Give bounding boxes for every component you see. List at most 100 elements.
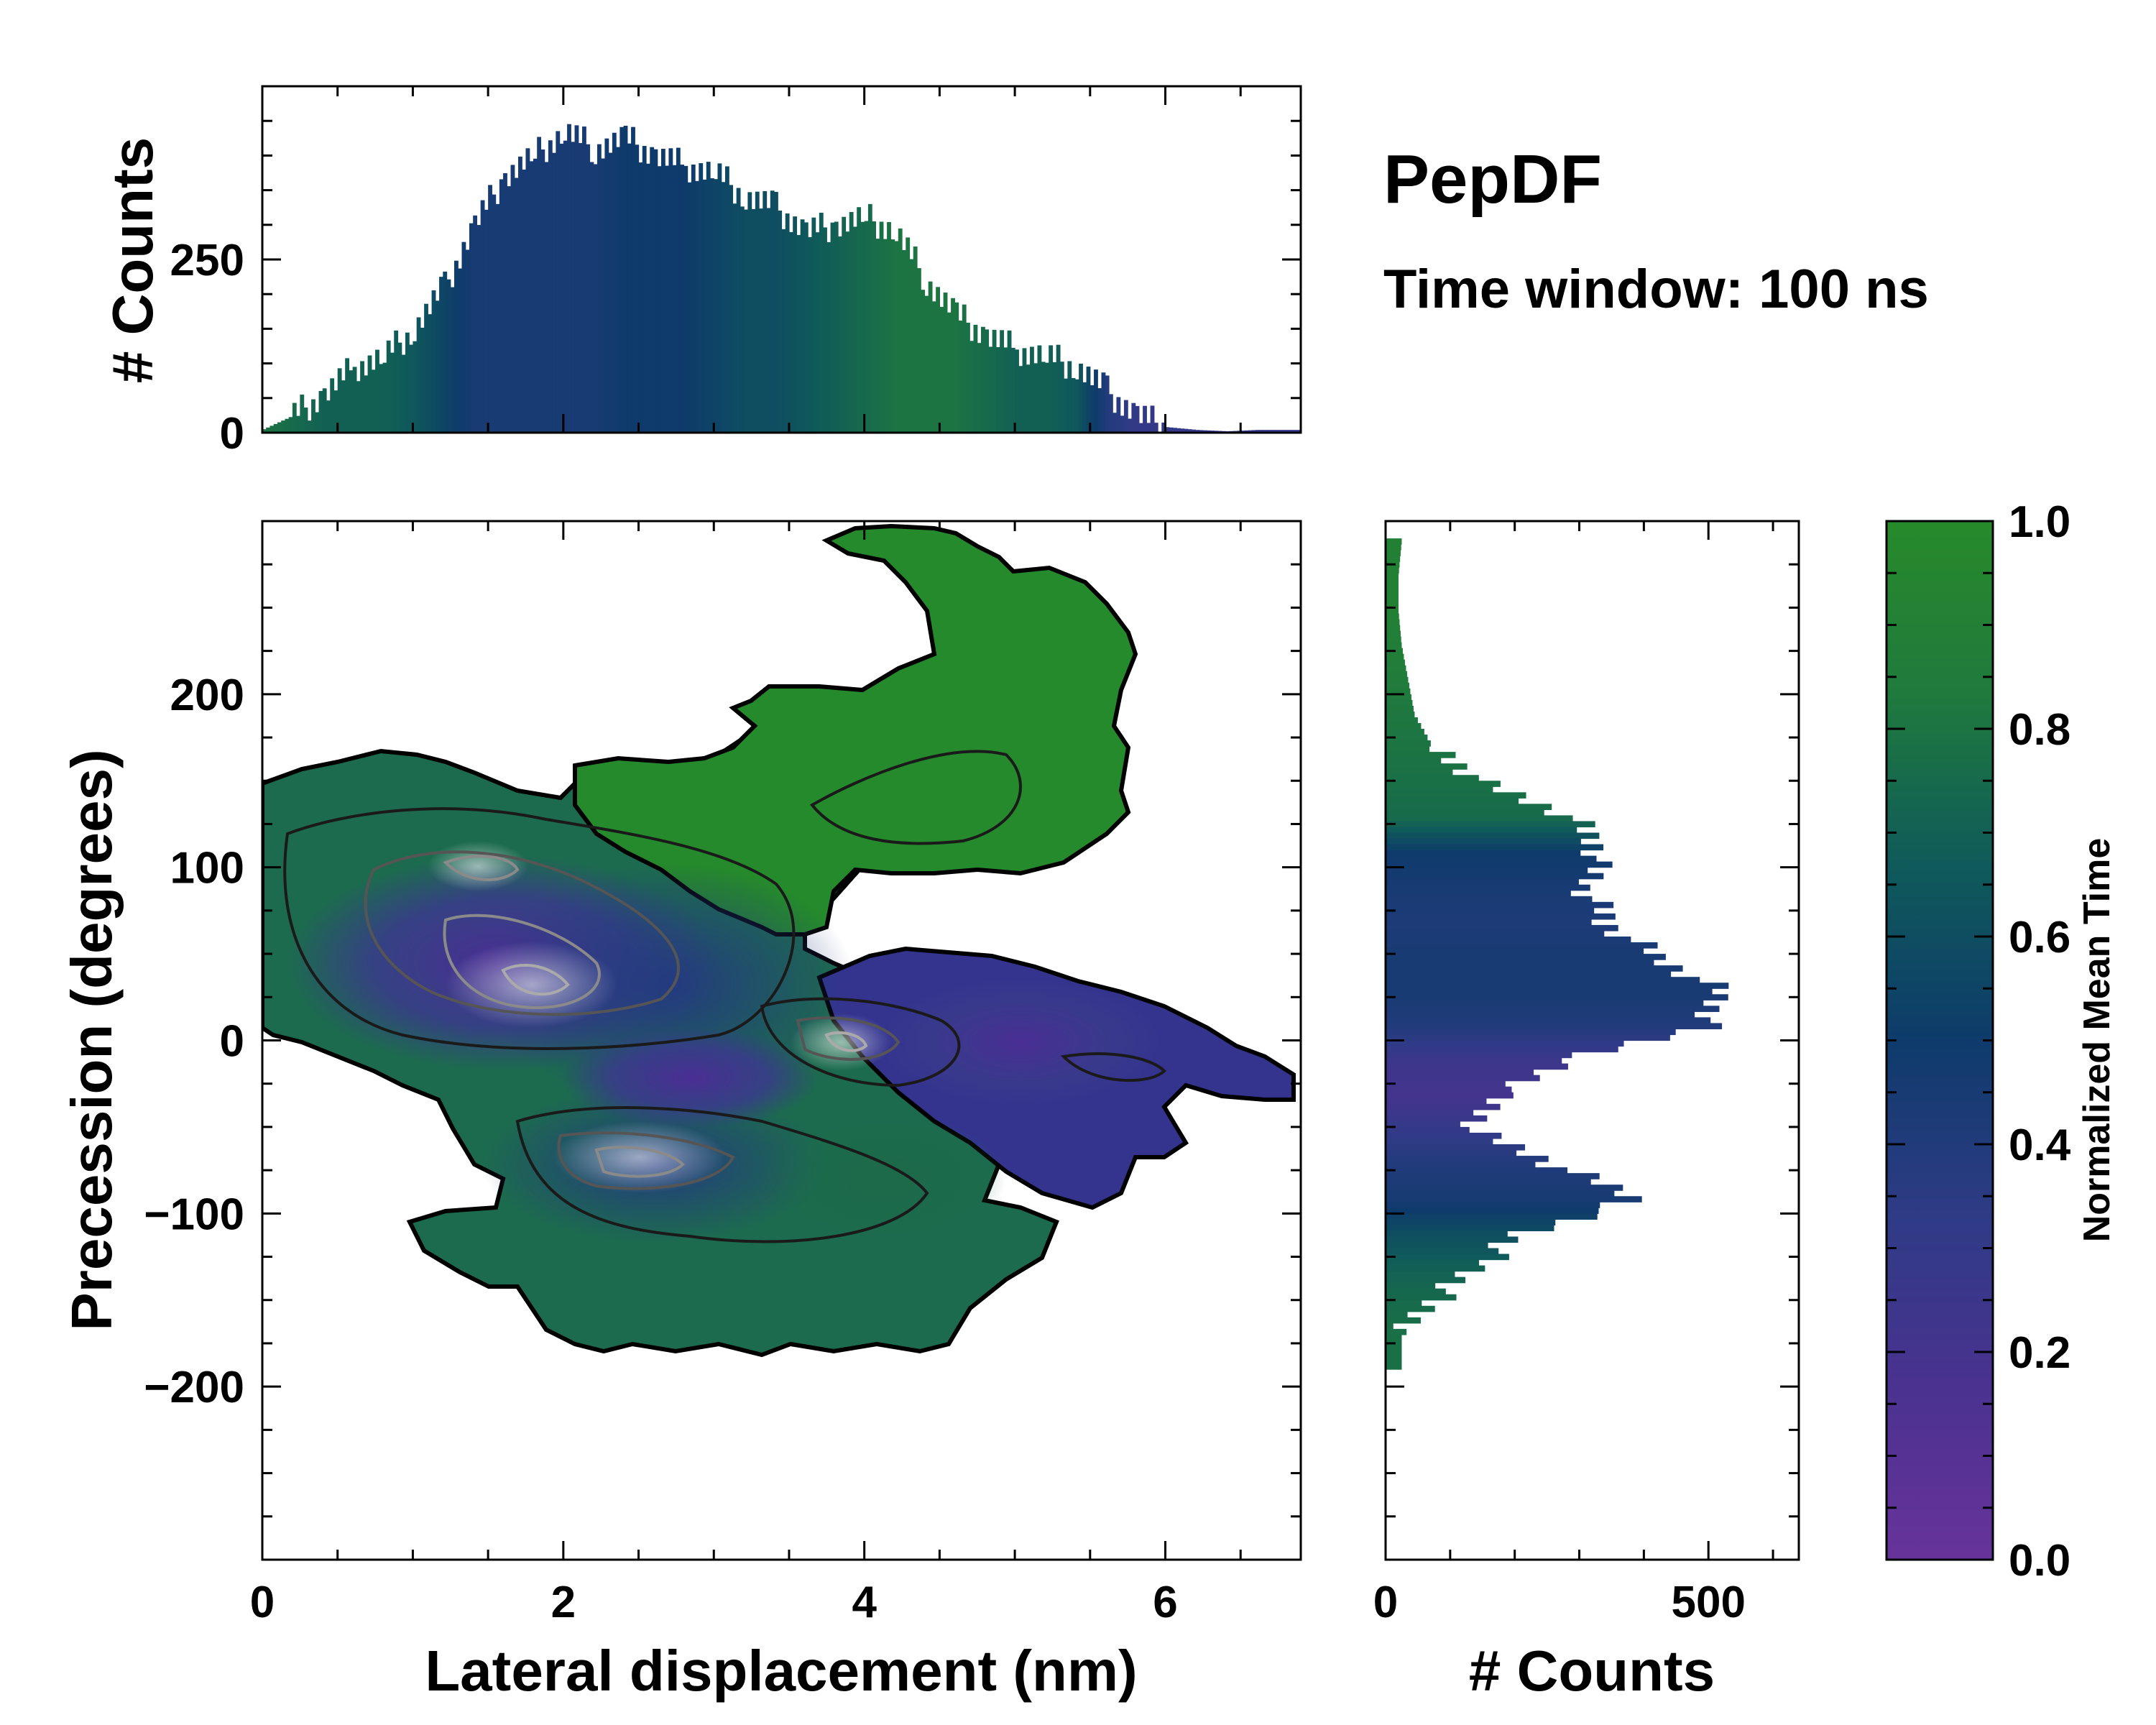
top-histogram-bar	[360, 361, 364, 433]
top-histogram-bar	[1003, 347, 1008, 433]
top-histogram-bar	[774, 192, 778, 433]
top-histogram-bar	[1026, 364, 1031, 433]
main-ylabel: Precession (degrees)	[60, 749, 124, 1330]
top-histogram-bar	[601, 158, 606, 433]
top-histogram-bar	[879, 221, 884, 433]
top-histogram-bar	[548, 140, 553, 433]
right-histogram-bar	[1386, 855, 1597, 862]
top-histogram-bar	[499, 179, 504, 433]
top-histogram-bar	[691, 164, 696, 433]
top-histogram-bar	[1067, 361, 1072, 433]
top-histogram-bar	[1105, 375, 1110, 433]
top-histogram-bar	[931, 301, 936, 433]
top-histogram-bar	[657, 166, 662, 433]
top-histogram-bar	[1071, 377, 1076, 433]
right-histogram-bar	[1386, 775, 1479, 781]
top-histogram-ytick-labels: 0 250	[170, 236, 244, 459]
top-histogram-bars	[262, 124, 1302, 433]
top-histogram-bar	[604, 138, 609, 433]
top-histogram-bar	[409, 344, 414, 433]
top-histogram-bar	[980, 326, 985, 433]
right-histogram-bar	[1386, 711, 1415, 718]
top-histogram-bar	[593, 164, 598, 433]
right-histogram-bar	[1386, 913, 1616, 920]
patch-teal-right	[762, 1114, 1006, 1243]
top-histogram-bar	[717, 163, 722, 433]
colorbar-tick-label: 0.2	[2009, 1328, 2070, 1378]
top-histogram-bar	[1202, 430, 1207, 433]
top-histogram-bar	[883, 239, 888, 433]
top-histogram-bar	[288, 417, 293, 433]
right-histogram-bar	[1386, 1196, 1642, 1202]
right-histogram-bar	[1386, 538, 1402, 545]
top-histogram-bar	[1251, 430, 1256, 433]
top-histogram-bar	[808, 236, 812, 433]
top-histogram-bar	[875, 239, 880, 433]
top-histogram-bar	[1259, 430, 1264, 433]
right-histogram-bar	[1386, 573, 1399, 579]
top-histogram-bar	[1089, 385, 1095, 433]
top-histogram-bar	[318, 390, 323, 433]
right-histogram-bar	[1386, 1092, 1514, 1099]
top-histogram-bar	[1007, 330, 1012, 433]
right-histogram-bar	[1386, 1305, 1435, 1312]
right-histogram-bar	[1386, 544, 1401, 551]
top-histogram-bar	[578, 143, 583, 433]
top-histogram-bar	[894, 241, 899, 433]
right-histogram-bar	[1386, 1167, 1568, 1174]
right-histogram-bar	[1386, 550, 1401, 556]
top-histogram-bar	[589, 162, 594, 433]
right-histogram-bar	[1386, 717, 1418, 724]
right-histogram-bar	[1386, 1075, 1540, 1082]
top-histogram-bar	[939, 307, 944, 433]
top-histogram-bar	[458, 268, 463, 433]
right-histogram-bar	[1386, 977, 1700, 983]
top-histogram-bar	[333, 390, 338, 433]
right-histogram-bar	[1386, 584, 1399, 591]
top-histogram-bar	[488, 185, 492, 433]
top-histogram-bar	[778, 210, 783, 433]
top-histogram-bar	[326, 400, 331, 433]
right-histogram-bar	[1386, 1156, 1549, 1162]
top-histogram-bar	[518, 156, 522, 433]
right-histogram-bar	[1386, 1225, 1554, 1232]
top-histogram-bar	[544, 162, 549, 433]
top-histogram-bar	[1022, 348, 1027, 433]
top-histogram-bar	[375, 349, 379, 433]
main-ytick-label: 0	[220, 1017, 244, 1067]
contour-lines	[283, 750, 1166, 1243]
right-histogram-bar	[1386, 1271, 1455, 1278]
top-histogram-bar	[349, 370, 354, 433]
right-histogram-bar	[1386, 907, 1595, 914]
main-xtick-label: 4	[852, 1578, 877, 1627]
top-histogram-bar	[676, 147, 681, 433]
right-xtick-label: 500	[1671, 1578, 1745, 1627]
right-histogram-bar	[1386, 769, 1453, 776]
right-histogram-xlabel: # Counts	[1469, 1639, 1715, 1703]
top-histogram-bar	[281, 420, 286, 433]
right-histogram-bar	[1386, 682, 1409, 689]
top-histogram-bar	[556, 131, 561, 433]
right-histogram-bar	[1386, 1063, 1568, 1070]
top-histogram-bar	[270, 426, 275, 433]
right-histogram: 0 500 # Counts	[1373, 520, 1800, 1703]
top-histogram-bar	[687, 182, 692, 433]
right-histogram-bar	[1386, 1294, 1457, 1301]
top-histogram-bar	[1074, 379, 1079, 433]
top-histogram-bar	[729, 185, 734, 433]
top-histogram-bar	[1044, 362, 1049, 433]
right-histogram-bar	[1386, 960, 1654, 966]
top-histogram-bar	[537, 137, 542, 433]
top-histogram-bar	[1064, 378, 1068, 433]
top-histogram-bar	[811, 217, 816, 433]
right-histogram-bar	[1386, 556, 1401, 562]
top-histogram-bar	[1112, 413, 1118, 433]
top-histogram-bar	[916, 268, 921, 433]
right-histogram-bar	[1386, 1029, 1676, 1036]
top-histogram-bar	[322, 388, 327, 433]
main-heatmap: 0 2 4 6 −200 −100 0 100 200 Lateral displacemen…	[60, 520, 1302, 1703]
right-histogram-bar	[1386, 590, 1399, 597]
top-histogram-bar	[507, 186, 512, 433]
right-histogram-bar	[1386, 1162, 1536, 1168]
right-histogram-bar	[1386, 763, 1468, 770]
